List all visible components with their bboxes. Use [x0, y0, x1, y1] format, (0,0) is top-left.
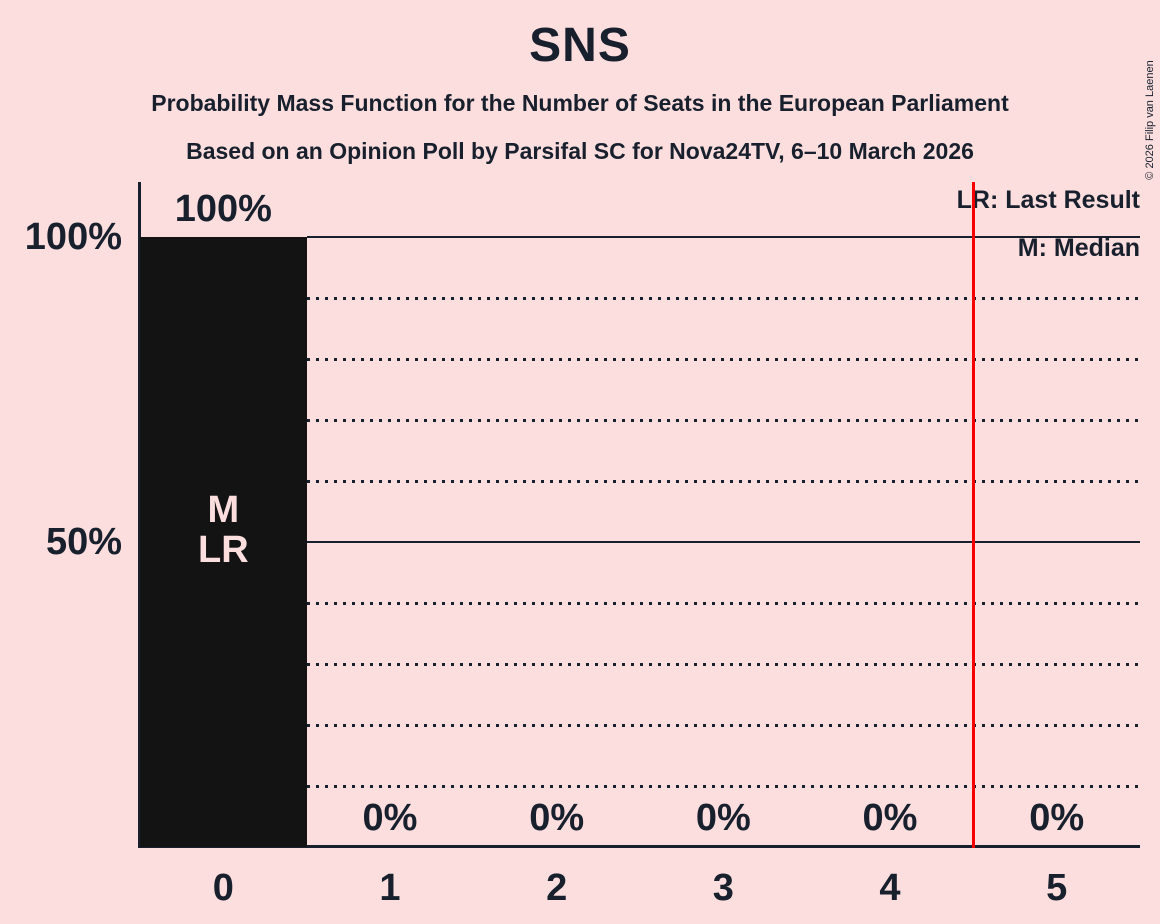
x-tick-label-1: 1	[379, 867, 401, 909]
x-tick-label-5: 5	[1046, 867, 1068, 909]
page-title: SNS	[529, 19, 631, 72]
gridline-solid-50pct	[306, 541, 1140, 543]
last-result-line	[971, 182, 975, 848]
x-tick-label-4: 4	[879, 867, 901, 909]
bar-value-label-3: 0%	[695, 797, 751, 839]
gridline-dotted-80pct	[306, 357, 1140, 361]
bar-value-label-5: 0%	[1029, 797, 1085, 839]
x-tick-label-0: 0	[212, 867, 234, 909]
gridline-solid-100pct	[306, 236, 1140, 238]
bar-seats-0	[140, 237, 308, 847]
y-axis-line	[138, 182, 141, 848]
y-tick-label-100pct: 100%	[24, 216, 122, 258]
x-tick-label-2: 2	[546, 867, 568, 909]
legend-last-result: LR: Last Result	[956, 186, 1140, 214]
gridline-dotted-70pct	[306, 418, 1140, 422]
bar-value-label-0: 100%	[174, 188, 272, 230]
bar-value-label-2: 0%	[529, 797, 585, 839]
gridline-dotted-60pct	[306, 479, 1140, 483]
y-tick-label-50pct: 50%	[45, 521, 122, 563]
x-axis-line	[138, 845, 1140, 848]
gridline-dotted-10pct	[306, 784, 1140, 788]
chart-subtitle-line2: Based on an Opinion Poll by Parsifal SC …	[186, 138, 974, 164]
gridline-dotted-30pct	[306, 662, 1140, 666]
legend-median: M: Median	[1017, 234, 1140, 262]
annotation-line-lr: LR	[198, 529, 249, 571]
gridline-dotted-40pct	[306, 601, 1140, 605]
chart-subtitle-line1: Probability Mass Function for the Number…	[151, 90, 1009, 116]
bar-value-label-4: 0%	[862, 797, 918, 839]
x-tick-label-3: 3	[712, 867, 734, 909]
median-lastresult-annotation: M LR	[140, 490, 307, 570]
gridline-dotted-90pct	[306, 296, 1140, 300]
bar-value-label-1: 0%	[362, 797, 418, 839]
annotation-line-m: M	[207, 489, 240, 531]
gridline-dotted-20pct	[306, 723, 1140, 727]
